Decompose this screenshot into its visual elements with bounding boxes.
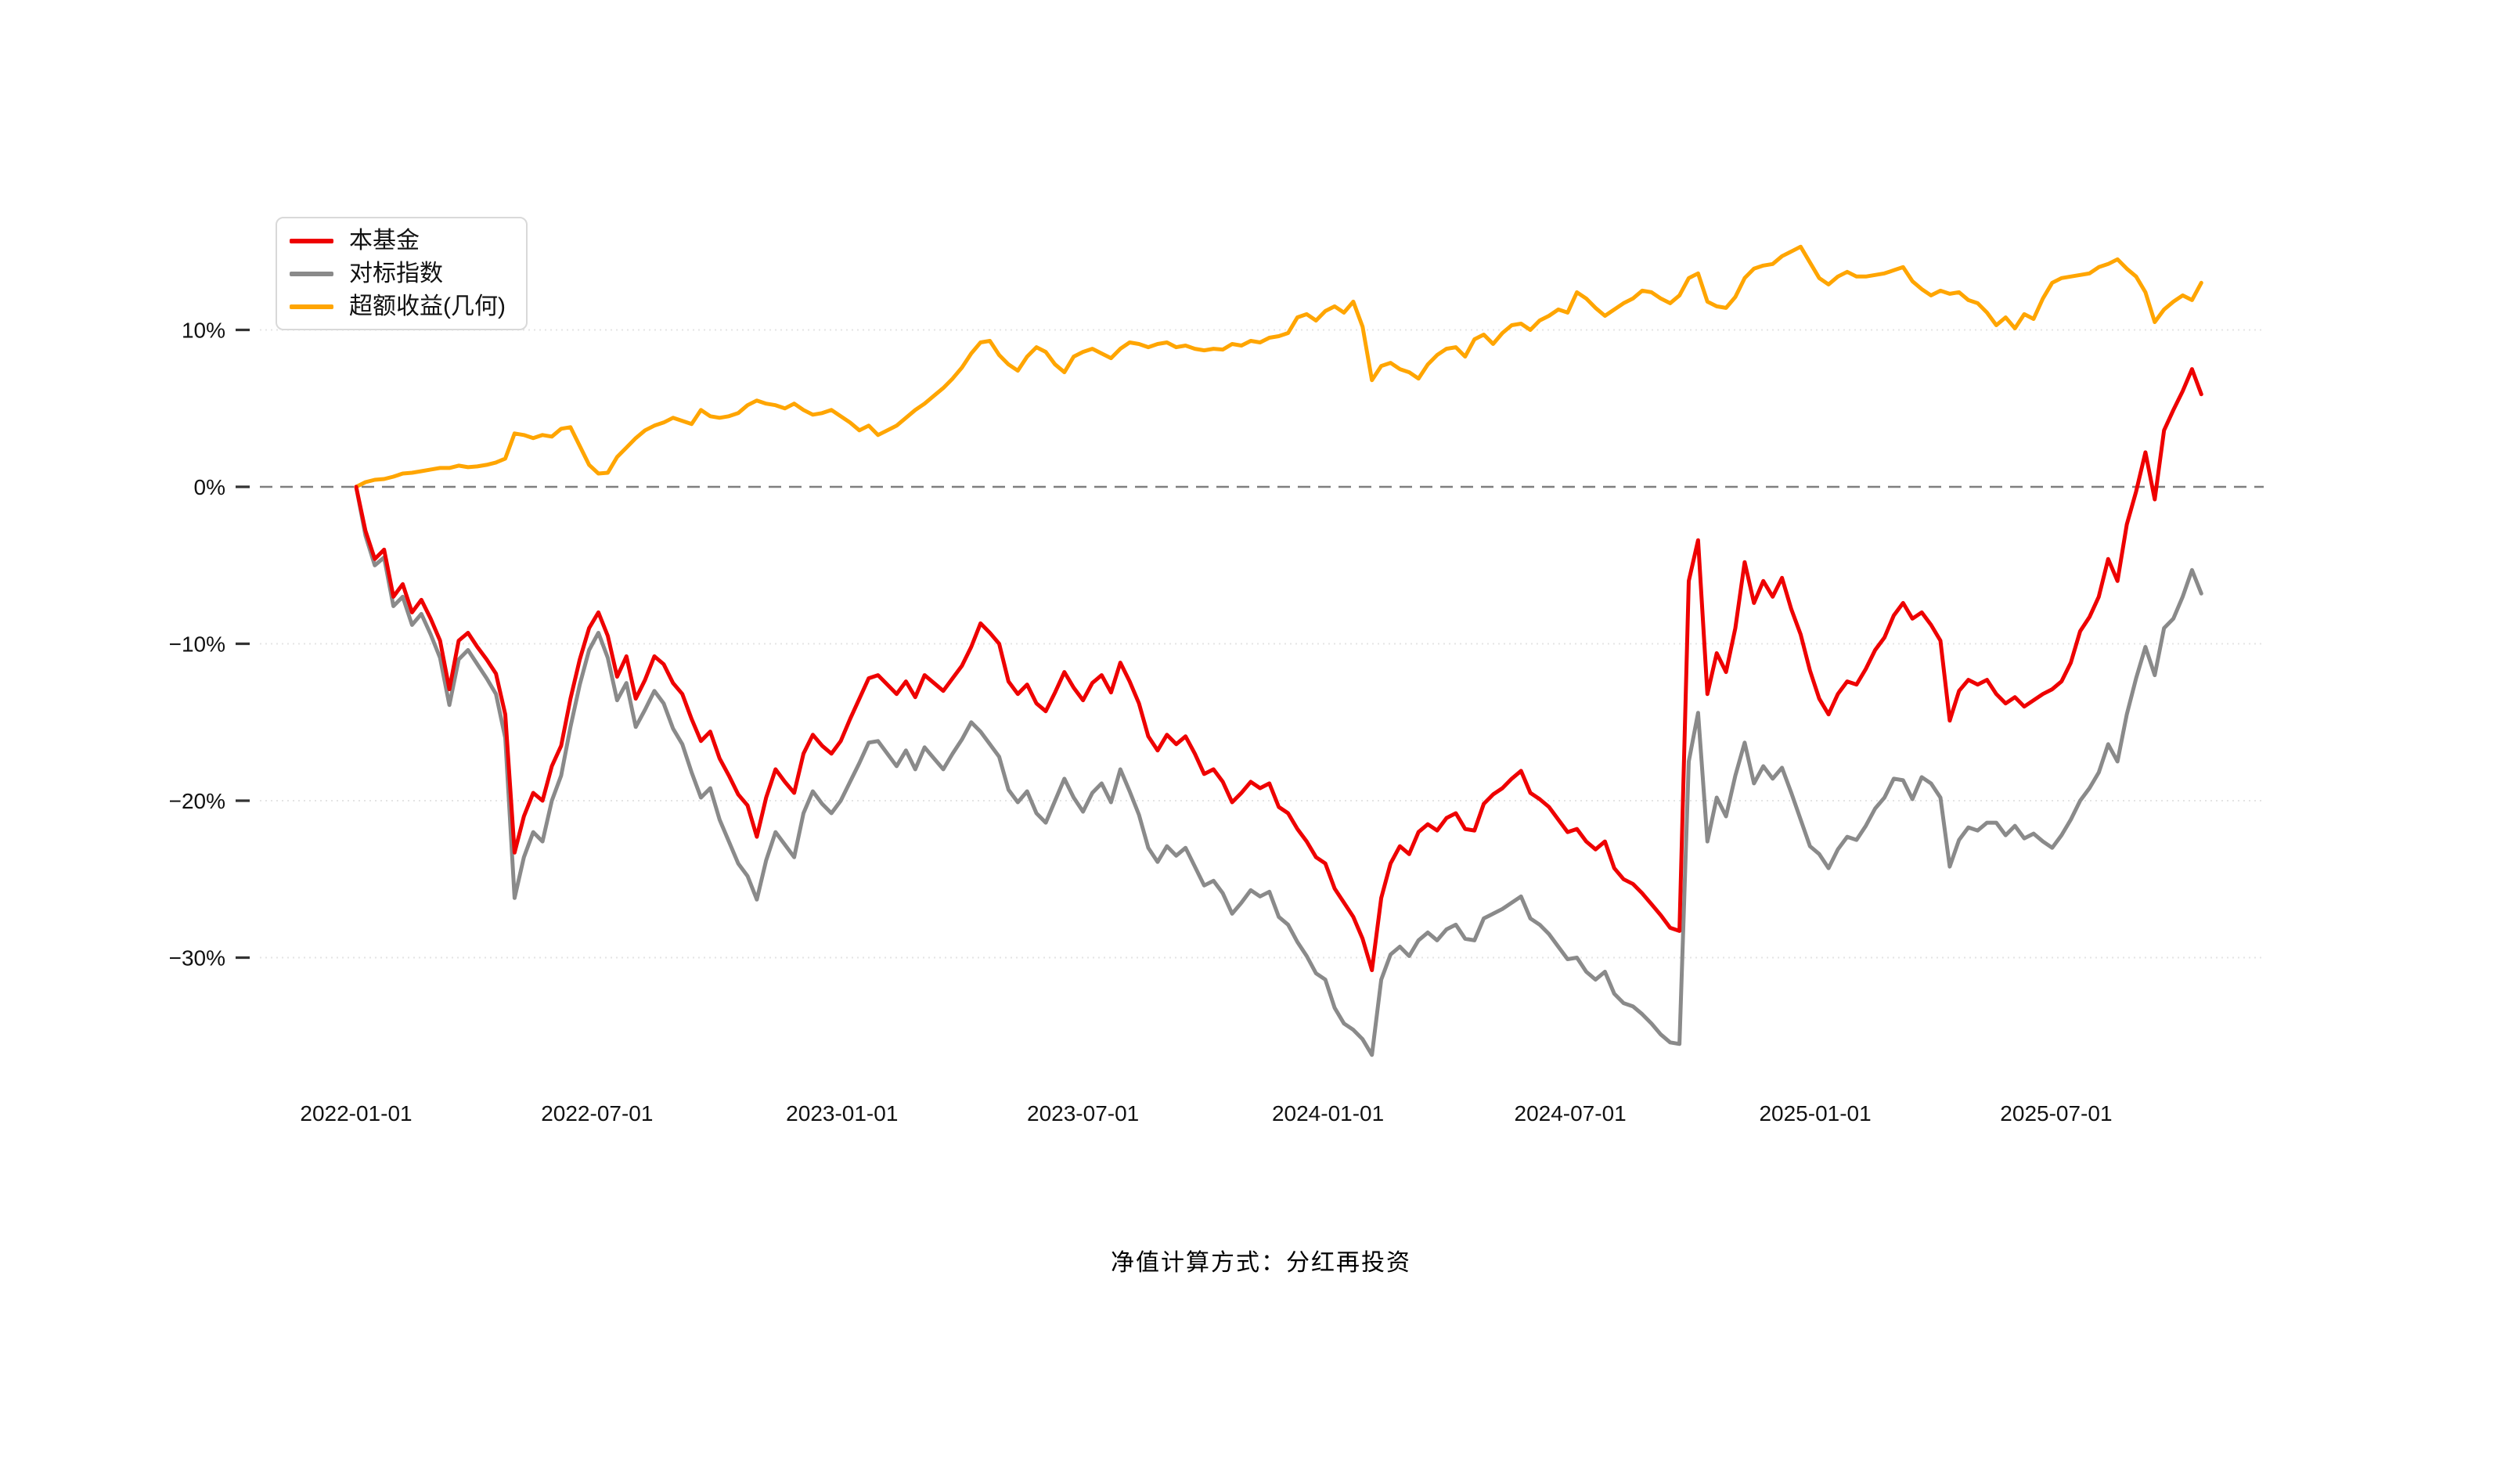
series-lines bbox=[354, 244, 2203, 1057]
legend-label: 对标指数 bbox=[349, 261, 443, 286]
y-tick-label: −10% bbox=[169, 632, 225, 657]
x-tick-label: 2023-01-01 bbox=[786, 1101, 898, 1126]
chart-legend: 本基金对标指数超额收益(几何) bbox=[276, 217, 528, 330]
legend-label: 本基金 bbox=[349, 228, 420, 254]
legend-label: 超额收益(几何) bbox=[349, 294, 506, 319]
legend-swatch-icon bbox=[290, 271, 333, 276]
series-line-本基金 bbox=[354, 367, 2203, 972]
legend-item: 本基金 bbox=[290, 228, 506, 254]
x-tick-label: 2023-07-01 bbox=[1027, 1101, 1139, 1126]
x-tick-label: 2025-07-01 bbox=[2000, 1101, 2112, 1126]
y-tick-label: −30% bbox=[169, 946, 225, 971]
gridlines bbox=[260, 329, 2264, 959]
legend-item: 超额收益(几何) bbox=[290, 294, 506, 319]
series-line-对标指数 bbox=[354, 484, 2203, 1057]
y-axis: 10% 0% −10% −20% −30% bbox=[169, 319, 250, 971]
x-tick-label: 2024-01-01 bbox=[1272, 1101, 1384, 1126]
series-line-超额收益(几何) bbox=[354, 244, 2203, 489]
y-tick-label: 10% bbox=[182, 319, 225, 343]
x-tick-label: 2025-01-01 bbox=[1759, 1101, 1871, 1126]
legend-swatch-icon bbox=[290, 304, 333, 309]
y-tick-label: 0% bbox=[194, 475, 225, 499]
x-tick-label: 2022-01-01 bbox=[300, 1101, 412, 1126]
legend-swatch-icon bbox=[290, 238, 333, 243]
x-tick-label: 2022-07-01 bbox=[541, 1101, 653, 1126]
x-tick-label: 2024-07-01 bbox=[1515, 1101, 1627, 1126]
y-tick-label: −20% bbox=[169, 789, 225, 813]
chart-caption: 净值计算方式：分红再投资 bbox=[1111, 1250, 1411, 1276]
legend-item: 对标指数 bbox=[290, 261, 506, 286]
x-axis: 2022-01-01 2022-07-01 2023-01-01 2023-07-01… bbox=[300, 1101, 2112, 1126]
